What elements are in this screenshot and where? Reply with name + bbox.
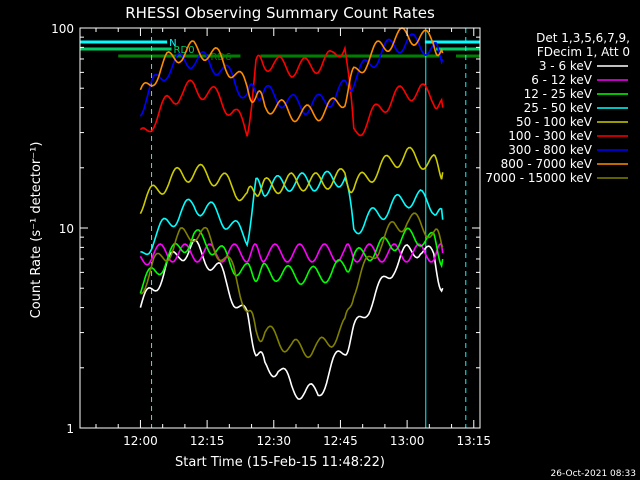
legend-label-0: 3 - 6 keV (539, 59, 593, 73)
series-group (139, 27, 444, 400)
y-axis-label: Count Rate (s⁻¹ detector⁻¹) (29, 142, 44, 319)
legend: Det 1,3,5,6,7,9, FDecim 1, Att 0 3 - 6 k… (485, 31, 630, 185)
timestamp: 26-Oct-2021 08:33 (551, 469, 636, 479)
series-800-7000-kev (139, 27, 444, 123)
x-tick-label-4: 13:00 (390, 434, 425, 448)
flag-label-rd0: RD0 (174, 45, 195, 56)
chart-title: RHESSI Observing Summary Count Rates (125, 4, 435, 22)
reference-lines (151, 28, 467, 428)
x-tick-label-5: 13:15 (456, 434, 491, 448)
series-3-6-kev (139, 239, 444, 400)
x-tick-label-1: 12:15 (190, 434, 225, 448)
legend-label-5: 100 - 300 keV (508, 129, 592, 143)
series-25-50-kev (140, 170, 444, 256)
legend-header-line-1: Det 1,3,5,6,7,9, (536, 31, 630, 45)
series-7000-15000-kev (140, 212, 444, 359)
y-tick-label-0: 1 (66, 422, 74, 436)
y-tick-label-1: 10 (59, 222, 74, 236)
legend-label-8: 7000 - 15000 keV (485, 171, 592, 185)
legend-label-2: 12 - 25 keV (524, 87, 593, 101)
y-axis: 1 10 100 (51, 22, 480, 436)
x-tick-label-0: 12:00 (123, 434, 158, 448)
x-tick-label-3: 12:45 (323, 434, 358, 448)
legend-label-4: 50 - 100 keV (516, 115, 593, 129)
series-50-100-kev (139, 146, 444, 215)
series-100-300-kev (139, 45, 444, 137)
series-6-12-kev (139, 243, 444, 266)
y-tick-label-2: 100 (51, 22, 74, 36)
series-12-25-kev (139, 227, 444, 294)
x-tick-label-2: 12:30 (256, 434, 291, 448)
x-axis-label: Start Time (15-Feb-15 11:48:22) (175, 455, 385, 470)
legend-label-7: 800 - 7000 keV (501, 157, 593, 171)
legend-label-6: 300 - 800 keV (508, 143, 592, 157)
legend-label-3: 25 - 50 keV (524, 101, 593, 115)
series-300-800-kev (139, 33, 444, 117)
legend-label-1: 6 - 12 keV (531, 73, 593, 87)
legend-header-line-2: FDecim 1, Att 0 (537, 45, 630, 59)
flag-label-n: N (169, 38, 176, 49)
x-axis: 12:00 12:15 12:30 12:45 13:00 13:15 (95, 28, 491, 448)
